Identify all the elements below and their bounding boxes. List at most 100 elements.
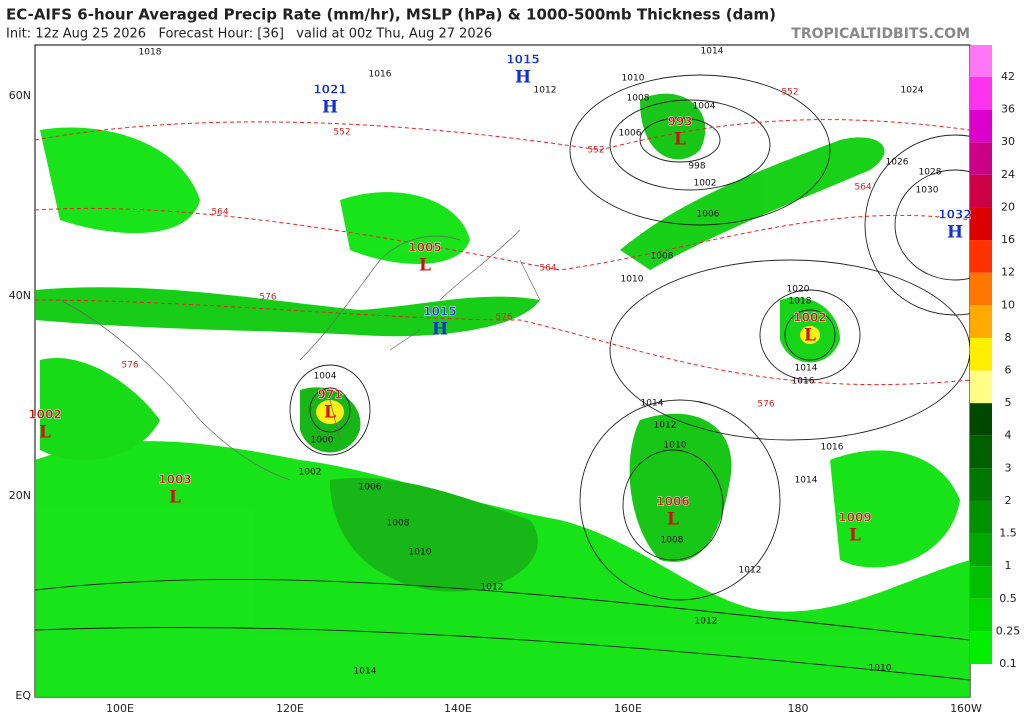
center-symbol: L <box>849 526 861 546</box>
colorbar-label: 12 <box>1001 266 1015 279</box>
colorbar-label: 4 <box>1005 429 1012 442</box>
colorbar-segment <box>970 631 992 664</box>
colorbar-segment <box>970 370 992 404</box>
center-value: 1006 <box>656 495 689 509</box>
center-value: 1005 <box>408 241 441 255</box>
isobar-label: 1030 <box>916 186 939 196</box>
map-labels: 60N 40N 20N EQ 100E 120E 140E 160E 180 160W 0.1 0.2… <box>9 45 1020 715</box>
colorbar-label: 6 <box>1005 364 1012 377</box>
isobar-label: 1014 <box>354 667 377 677</box>
colorbar-segment <box>970 468 992 501</box>
thickness-label: 576 <box>259 293 276 303</box>
colorbar-label: 8 <box>1005 331 1012 344</box>
center-symbol: H <box>322 98 338 118</box>
center-symbol: H <box>947 223 963 243</box>
isobar-label: 1026 <box>886 158 909 168</box>
map-area <box>34 44 971 698</box>
center-value: 1002 <box>793 311 826 325</box>
center-symbol: L <box>39 423 51 443</box>
thickness-label: 552 <box>333 128 350 138</box>
isobar-label: 1010 <box>621 275 644 285</box>
isobar-label: 1012 <box>481 583 504 593</box>
center-value: 1032 <box>938 208 971 222</box>
colorbar-label: 2 <box>1005 494 1012 507</box>
isobar-label: 1014 <box>795 476 818 486</box>
isobars <box>35 74 970 681</box>
isobar-label: 1006 <box>359 483 382 493</box>
colorbar-segment <box>970 337 992 371</box>
colorbar-label: 0.5 <box>999 592 1017 605</box>
isobar-label: 1012 <box>695 617 718 627</box>
colorbar-segment <box>970 45 992 77</box>
colorbar-segment <box>970 272 992 306</box>
colorbar-segment <box>970 403 992 436</box>
precip <box>35 93 970 697</box>
lon-label: 160W <box>950 702 982 715</box>
isobar-label: 1000 <box>311 436 334 446</box>
isobar-label: 1002 <box>299 468 322 478</box>
colorbar-segment <box>970 142 992 175</box>
colorbar-label: 16 <box>1001 233 1015 246</box>
thickness-label: 552 <box>781 88 798 98</box>
colorbar-segment <box>970 207 992 241</box>
isobar-label: 1010 <box>869 664 892 674</box>
isobar-label: 1012 <box>739 566 762 576</box>
site-name: TROPICALTIDBITS.COM <box>791 26 970 42</box>
colorbar-segment <box>970 500 992 534</box>
center-value: 1021 <box>313 83 346 97</box>
isobar-label: 1004 <box>693 102 716 112</box>
isobar-label: 1012 <box>534 86 557 96</box>
thickness-label: 564 <box>211 208 228 218</box>
isobar-label: 1010 <box>409 548 432 558</box>
isobar-label: 1014 <box>795 364 818 374</box>
center-symbol: L <box>667 510 679 530</box>
lon-label: 100E <box>106 702 134 715</box>
isobar-label: 1020 <box>787 285 810 295</box>
isobar-label: 1016 <box>792 377 815 387</box>
isobar-label: 1008 <box>661 536 684 546</box>
center-value: 971 <box>317 388 342 402</box>
center-value: 1009 <box>838 511 871 525</box>
lon-label: 140E <box>444 702 472 715</box>
center-symbol: L <box>804 326 816 346</box>
colorbar-label: 10 <box>1001 298 1015 311</box>
colorbar-label: 5 <box>1005 396 1012 409</box>
colorbar-segment <box>970 598 992 632</box>
coastlines <box>59 229 541 481</box>
colorbar-label: 24 <box>1001 168 1015 181</box>
thickness-label: 564 <box>539 264 556 274</box>
colorbar-label: 20 <box>1001 200 1015 213</box>
colorbar-label: 30 <box>1001 135 1015 148</box>
center-symbol: H <box>432 320 448 340</box>
isobar-label: 1008 <box>627 94 650 104</box>
colorbar-segment <box>970 77 992 110</box>
thickness <box>35 119 970 386</box>
colorbar-segment <box>970 240 992 273</box>
isobar-label: 1004 <box>314 372 337 382</box>
colorbar-segment <box>970 435 992 469</box>
subtitle: Init: 12z Aug 25 2026 Forecast Hour: [36… <box>6 27 492 42</box>
lat-label: 60N <box>9 89 31 102</box>
isobar-label: 1024 <box>901 86 924 96</box>
colorbar-segment <box>970 109 992 143</box>
isobar-label: 1008 <box>387 519 410 529</box>
lon-label: 120E <box>276 702 304 715</box>
isobar-label: 1002 <box>694 179 717 189</box>
isobar-label: 1006 <box>697 210 720 220</box>
isobar-label: 1012 <box>654 421 677 431</box>
center-symbol: L <box>674 130 686 150</box>
colorbar-label: 1 <box>1005 559 1012 572</box>
lat-label: EQ <box>15 689 31 702</box>
colorbar-label: 1.5 <box>999 527 1017 540</box>
center-symbol: L <box>324 403 336 423</box>
colorbar-label: 42 <box>1001 70 1015 83</box>
colorbar-label: 0.1 <box>999 657 1017 670</box>
title: EC-AIFS 6-hour Averaged Precip Rate (mm/… <box>6 6 776 24</box>
center-value: 993 <box>667 115 692 129</box>
thickness-label: 564 <box>854 183 871 193</box>
colorbar-label: 36 <box>1001 103 1015 116</box>
colorbar-label: 3 <box>1005 461 1012 474</box>
isobar-label: 1010 <box>622 74 645 84</box>
lon-label: 180 <box>788 702 809 715</box>
isobar-label: 1016 <box>369 70 392 80</box>
